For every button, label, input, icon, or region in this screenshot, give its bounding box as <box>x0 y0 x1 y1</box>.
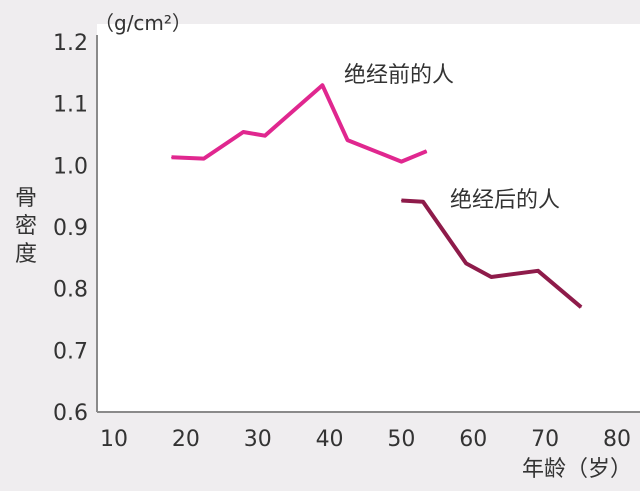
series-label-postmenopausal: 绝经后的人 <box>450 188 560 213</box>
y-tick-label: 0.7 <box>53 339 88 364</box>
data-point <box>264 135 266 137</box>
x-tick-label: 20 <box>172 427 200 452</box>
x-tick-label: 80 <box>603 427 631 452</box>
data-point <box>426 150 428 152</box>
data-point <box>347 139 349 141</box>
series-line-postmenopausal <box>401 198 583 309</box>
x-tick-labels: 10 20 30 40 50 60 70 80 <box>100 427 631 452</box>
y-tick-labels: 0.6 0.7 0.8 0.9 1.0 1.1 1.2 <box>53 31 88 426</box>
x-tick-label: 30 <box>244 427 272 452</box>
data-point <box>580 306 582 308</box>
data-point <box>170 156 172 158</box>
x-tick-label: 70 <box>531 427 559 452</box>
y-axis-label-char-3: 度 <box>15 242 37 267</box>
y-axis-label-char-2: 密 <box>15 214 37 239</box>
data-point <box>490 276 492 278</box>
series-label-premenopausal: 绝经前的人 <box>344 63 454 88</box>
y-tick-label: 0.8 <box>53 278 88 303</box>
data-point <box>242 131 244 133</box>
series-lines <box>170 83 583 309</box>
data-point <box>203 158 205 160</box>
y-tick-label: 0.9 <box>53 216 88 241</box>
y-axis-label-char-1: 骨 <box>15 186 37 211</box>
data-point <box>537 270 539 272</box>
data-point <box>321 84 323 86</box>
x-tick-label: 10 <box>100 427 128 452</box>
series-line-premenopausal <box>171 83 428 164</box>
data-point <box>422 201 424 203</box>
y-tick-label: 1.1 <box>53 93 88 118</box>
x-axis-label: 年龄（岁） <box>522 457 632 482</box>
y-tick-label: 1.0 <box>53 154 88 179</box>
x-tick-label: 50 <box>387 427 415 452</box>
data-point <box>465 262 467 264</box>
x-tick-label: 60 <box>459 427 487 452</box>
data-point <box>400 161 402 163</box>
y-unit-label: （g/cm²） <box>94 11 192 35</box>
data-point <box>400 199 402 201</box>
x-tick-label: 40 <box>316 427 344 452</box>
plot-area <box>97 24 640 412</box>
y-tick-label: 0.6 <box>53 401 88 426</box>
y-tick-label: 1.2 <box>53 31 88 56</box>
